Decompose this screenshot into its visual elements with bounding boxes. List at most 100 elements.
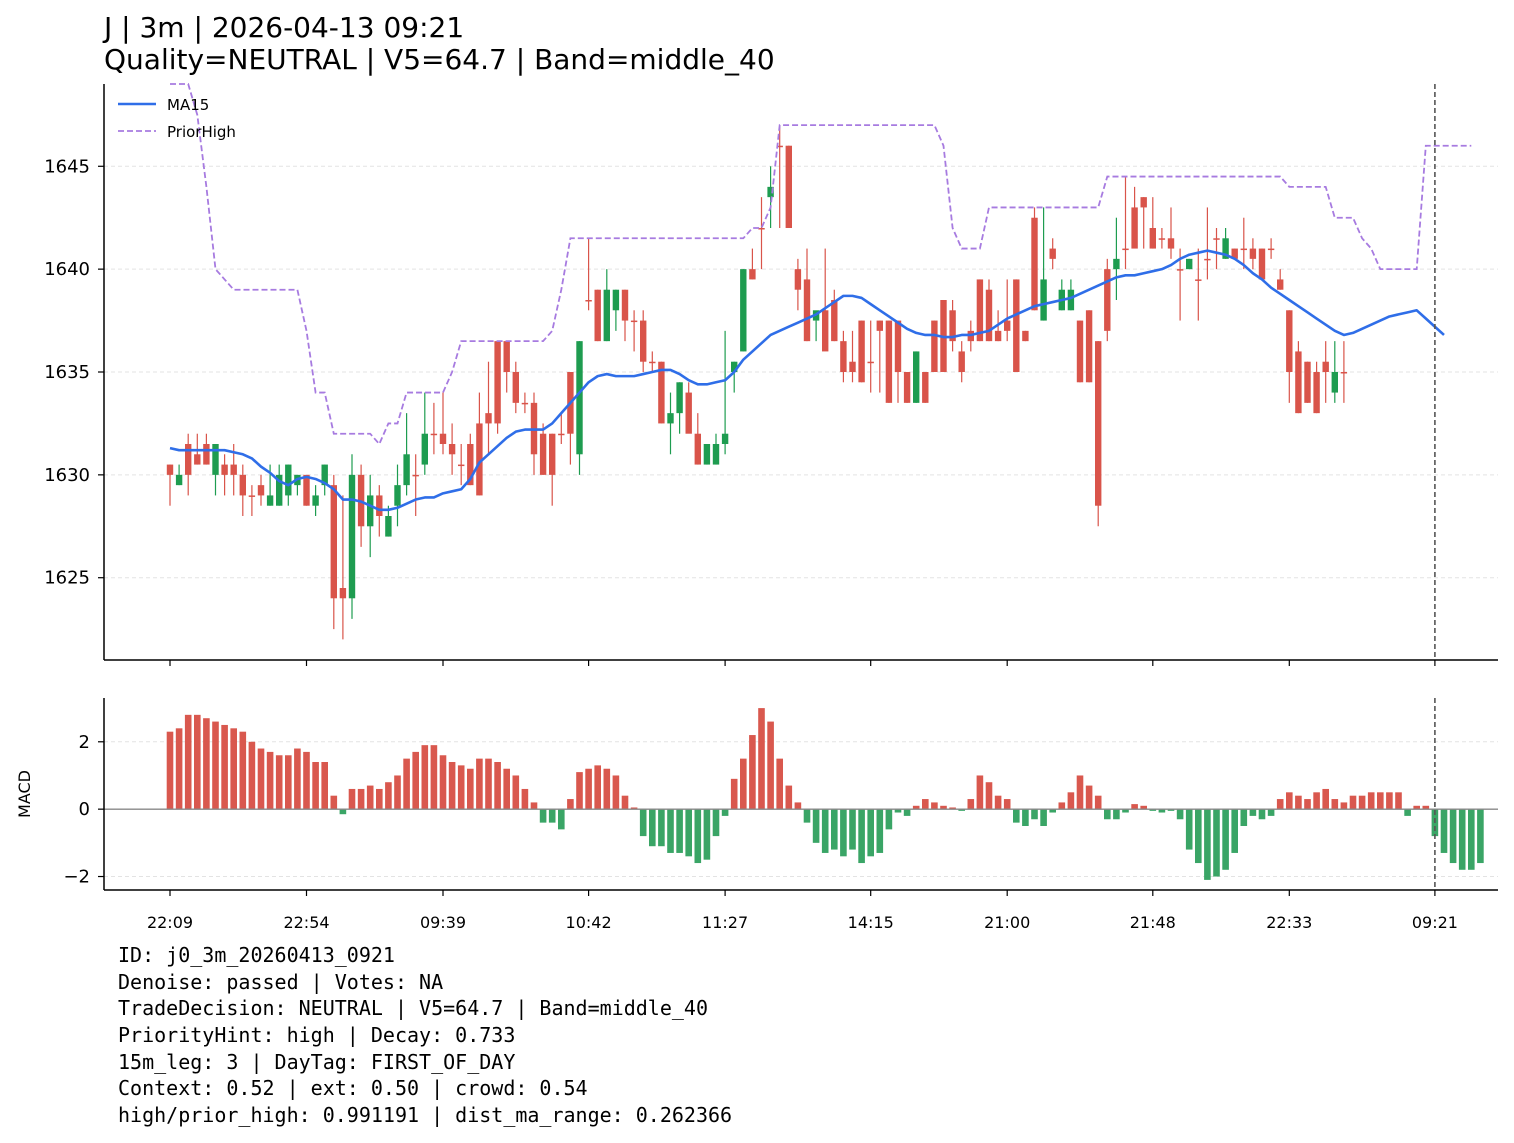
macd-bar (1185, 809, 1193, 850)
chart-subtitle: Quality=NEUTRAL | V5=64.7 | Band=middle_… (104, 43, 775, 76)
macd-bar (203, 718, 210, 810)
macd-bar (1295, 795, 1302, 810)
candle-body (858, 320, 865, 383)
macd-bar (1149, 809, 1157, 811)
macd-bar (694, 809, 702, 864)
macd-bar (730, 778, 738, 810)
macd-bar (994, 795, 1002, 810)
x-tick-label: 21:48 (1130, 913, 1176, 932)
candle-body (257, 485, 265, 496)
macd-bar (594, 765, 601, 810)
macd-bar (1067, 792, 1075, 810)
candle-body (658, 361, 665, 424)
macd-bar (366, 785, 374, 810)
candle-body (376, 495, 383, 516)
macd-bar (476, 758, 483, 810)
macd-bar (776, 758, 783, 810)
macd-bar (339, 809, 347, 815)
candle-body (630, 320, 638, 323)
candle-body (576, 341, 583, 455)
macd-bar (1349, 795, 1357, 810)
macd-bar (1022, 809, 1029, 826)
macd-bar (749, 735, 756, 810)
macd-bar (1449, 809, 1457, 864)
candle-body (721, 433, 729, 444)
macd-bar (894, 809, 902, 813)
candle-body (867, 361, 874, 364)
candle-body (822, 310, 829, 352)
candlestick-series (166, 125, 1348, 640)
macd-bar (1458, 809, 1466, 870)
x-tick-label: 10:42 (566, 913, 612, 932)
macd-bar (812, 809, 820, 843)
macd-bar (312, 762, 319, 810)
price-y-tick-label: 1625 (44, 568, 90, 589)
macd-bar (1031, 809, 1038, 820)
macd-bar (976, 775, 984, 810)
ma15-series (169, 249, 1445, 512)
x-tick-label: 22:09 (147, 913, 193, 932)
candle-body (212, 444, 219, 475)
candle-body (1186, 258, 1193, 270)
x-tick-label: 09:39 (420, 913, 466, 932)
macd-bar (1358, 795, 1366, 810)
macd-bar (703, 809, 711, 860)
candle-body (740, 269, 747, 352)
candle-body (1022, 330, 1029, 342)
macd-bar (831, 809, 838, 850)
macd-bar (321, 762, 328, 810)
macd-bar (1040, 809, 1047, 826)
candle-body (1104, 269, 1111, 331)
macd-bar (212, 721, 219, 810)
candle-body (949, 310, 956, 342)
candle-body (321, 464, 328, 486)
macd-bar (230, 728, 237, 810)
macd-bar (1222, 809, 1229, 870)
macd-bar (1367, 792, 1375, 810)
candle-body (175, 474, 183, 486)
macd-bar (712, 809, 720, 837)
macd-bar (385, 782, 392, 810)
candle-body (767, 186, 774, 198)
macd-bar (639, 809, 647, 837)
macd-bar (503, 768, 510, 810)
macd-bar (585, 768, 592, 810)
candle-body (285, 464, 292, 496)
macd-bar (903, 809, 911, 816)
candle-body (776, 145, 783, 148)
macd-bar (649, 809, 656, 847)
candle-body (1204, 258, 1211, 261)
candle-body (1313, 372, 1320, 414)
candle-body (676, 382, 683, 414)
macd-bar (931, 802, 938, 810)
macd-bar (1085, 785, 1093, 810)
macd-bar (1094, 795, 1102, 810)
x-tick-label: 21:00 (984, 913, 1030, 932)
macd-bar (421, 745, 429, 810)
candle-body (539, 433, 547, 475)
candle-body (1222, 238, 1229, 259)
info-line: ID: j0_3m_20260413_0921 (118, 943, 395, 967)
info-line: TradeDecision: NEUTRAL | V5=64.7 | Band=… (118, 996, 709, 1021)
candle-body (1095, 341, 1102, 506)
macd-bar (1249, 809, 1257, 816)
macd-bar (1477, 809, 1484, 864)
macd-bar (1267, 809, 1275, 816)
candle-body (1322, 361, 1329, 372)
candle-body (1004, 320, 1011, 331)
macd-bar (758, 708, 765, 810)
candle-body (266, 495, 274, 506)
macd-bar (985, 782, 993, 810)
macd-bar (1076, 775, 1084, 810)
candle-body (885, 320, 893, 403)
candle-body (194, 454, 201, 465)
candle-body (612, 289, 620, 311)
candle-body (603, 289, 610, 342)
macd-bar (885, 809, 893, 830)
macd-bar (430, 745, 438, 810)
candle-body (913, 351, 920, 403)
macd-bar (485, 758, 492, 810)
candle-body (467, 444, 474, 486)
candle-body (230, 464, 237, 475)
macd-bar (175, 728, 183, 810)
